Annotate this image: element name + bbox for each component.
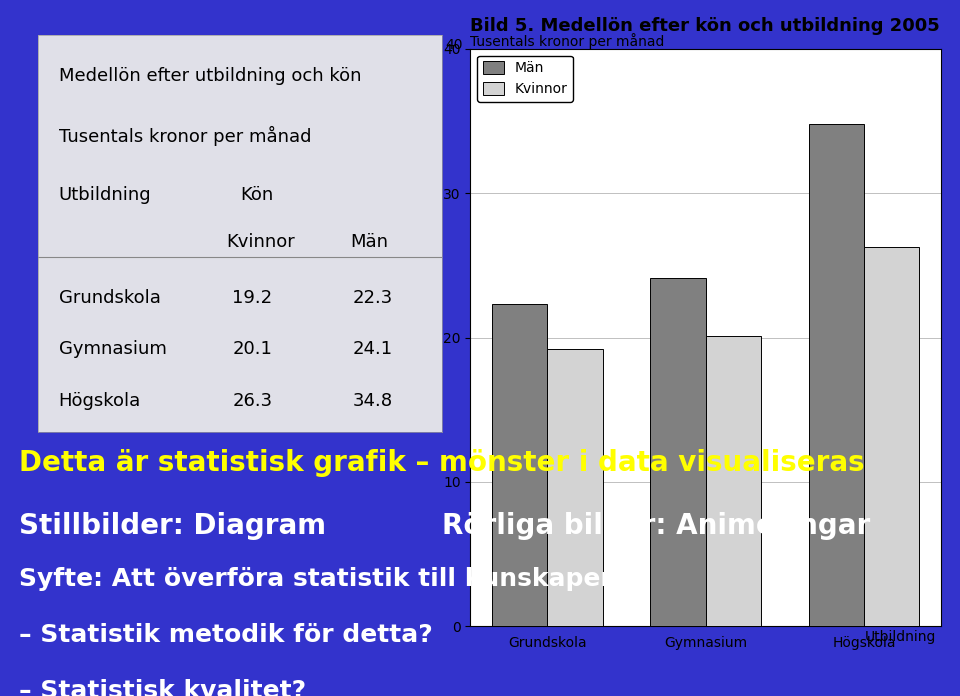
Text: 40: 40 (445, 38, 463, 52)
Text: 20.1: 20.1 (232, 340, 273, 358)
Bar (808, 124, 864, 626)
Text: Bild 5. Medellön efter kön och utbildning 2005: Bild 5. Medellön efter kön och utbildnin… (470, 17, 940, 35)
Text: Högskola: Högskola (59, 392, 141, 410)
Bar (492, 304, 547, 626)
Text: Rörliga bilder: Animeringar: Rörliga bilder: Animeringar (442, 512, 870, 539)
Text: 26.3: 26.3 (232, 392, 273, 410)
Text: Grundskola: Grundskola (59, 289, 160, 307)
Text: Kvinnor: Kvinnor (226, 233, 295, 251)
Text: Utbildning: Utbildning (59, 186, 151, 203)
Text: Män: Män (350, 233, 388, 251)
Bar (706, 336, 761, 626)
Text: 19.2: 19.2 (232, 289, 273, 307)
Text: Tusentals kronor per månad: Tusentals kronor per månad (59, 126, 311, 146)
Text: Gymnasium: Gymnasium (59, 340, 166, 358)
Legend: Män, Kvinnor: Män, Kvinnor (477, 56, 573, 102)
Text: Detta är statistisk grafik – mönster i data visualiseras: Detta är statistisk grafik – mönster i d… (19, 449, 865, 477)
Text: Utbildning: Utbildning (865, 630, 936, 644)
Bar (864, 246, 920, 626)
Bar (547, 349, 603, 626)
Text: 24.1: 24.1 (353, 340, 394, 358)
Text: Stillbilder: Diagram: Stillbilder: Diagram (19, 512, 326, 539)
Text: Kön: Kön (240, 186, 274, 203)
Bar (650, 278, 706, 626)
Text: Tusentals kronor per månad: Tusentals kronor per månad (470, 33, 664, 49)
Text: 22.3: 22.3 (353, 289, 394, 307)
Text: – Statistisk kvalitet?: – Statistisk kvalitet? (19, 679, 306, 696)
Text: Medellön efter utbildning och kön: Medellön efter utbildning och kön (59, 67, 361, 84)
Text: – Statistik metodik för detta?: – Statistik metodik för detta? (19, 623, 433, 647)
Text: Syfte: Att överföra statistik till kunskaper: Syfte: Att överföra statistik till kunsk… (19, 567, 612, 591)
Text: 34.8: 34.8 (353, 392, 394, 410)
